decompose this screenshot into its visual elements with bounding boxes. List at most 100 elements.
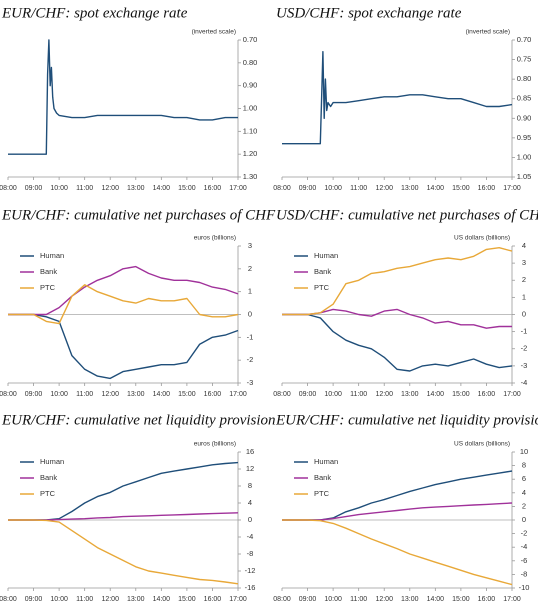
y-tick-label: 0.85: [517, 94, 532, 103]
x-tick-label: 12:00: [375, 596, 393, 603]
x-tick-label: 11:00: [76, 391, 93, 398]
x-tick-label: 10:00: [50, 596, 68, 603]
y-tick-label: 4: [522, 241, 526, 250]
x-tick-label: 16:00: [478, 185, 496, 192]
legend-label: Bank: [314, 267, 331, 276]
y-tick-label: 1.30: [243, 172, 258, 181]
x-tick-label: 17:00: [229, 391, 247, 398]
y-tick-label: 12: [246, 464, 254, 473]
y-tick-label: 0: [248, 515, 252, 524]
series-line: [8, 265, 239, 316]
x-tick-label: 16:00: [204, 391, 222, 398]
y-axis-label: euros (billions): [194, 441, 236, 448]
y-tick-label: 0: [522, 309, 526, 318]
legend-label: Human: [314, 457, 338, 466]
y-tick-label: 1.00: [243, 103, 258, 112]
x-tick-label: 11:00: [350, 391, 367, 398]
y-tick-label: -1: [521, 327, 528, 336]
x-tick-label: 13:00: [401, 185, 419, 192]
x-tick-label: 15:00: [178, 185, 196, 192]
y-tick-label: -4: [521, 378, 528, 387]
x-tick-label: 15:00: [178, 596, 196, 603]
y-tick-label: -1: [247, 332, 254, 341]
x-tick-label: 09:00: [299, 391, 317, 398]
x-tick-label: 10:00: [50, 185, 68, 192]
y-tick-label: 0.80: [243, 58, 258, 67]
legend-label: Bank: [314, 473, 331, 482]
x-tick-label: 10:00: [324, 596, 342, 603]
x-tick-label: 10:00: [50, 391, 68, 398]
y-tick-label: -6: [521, 556, 528, 565]
y-tick-label: -2: [521, 344, 528, 353]
y-tick-label: 4: [248, 498, 252, 507]
chart-title: EUR/CHF: cumulative net liquidity provis…: [275, 412, 538, 428]
x-tick-label: 14:00: [427, 391, 445, 398]
x-tick-label: 10:00: [324, 185, 342, 192]
x-tick-label: 08:00: [0, 391, 17, 398]
y-tick-label: -2: [521, 529, 528, 538]
y-tick-label: 16: [246, 447, 254, 456]
y-axis-label: US dollars (billions): [454, 441, 510, 448]
x-tick-label: 16:00: [204, 596, 222, 603]
series-line: [282, 308, 512, 329]
x-tick-label: 09:00: [299, 596, 317, 603]
y-tick-label: 8: [522, 461, 526, 470]
x-tick-label: 08:00: [0, 185, 17, 192]
y-tick-label: 3: [522, 258, 526, 267]
x-tick-label: 15:00: [178, 391, 196, 398]
series-line: [282, 246, 513, 316]
series-line: [8, 284, 239, 325]
y-tick-label: -3: [521, 361, 528, 370]
x-tick-label: 14:00: [153, 185, 171, 192]
x-tick-label: 09:00: [25, 185, 43, 192]
y-tick-label: 1.20: [243, 149, 258, 158]
x-tick-label: 12:00: [101, 391, 119, 398]
y-tick-label: 0.90: [517, 113, 532, 122]
legend-label: PTC: [314, 489, 330, 498]
series-line: [8, 519, 239, 585]
x-tick-label: 13:00: [401, 596, 419, 603]
x-tick-label: 13:00: [401, 391, 419, 398]
y-tick-label: 6: [522, 474, 526, 483]
x-tick-label: 09:00: [25, 391, 43, 398]
x-tick-label: 08:00: [273, 391, 291, 398]
y-axis-label: US dollars (billions): [454, 235, 510, 242]
x-tick-label: 16:00: [478, 391, 496, 398]
y-tick-label: 1: [248, 287, 252, 296]
y-tick-label: 0.90: [243, 81, 258, 90]
y-tick-label: 1.00: [517, 152, 532, 161]
y-tick-label: 1: [522, 292, 526, 301]
y-tick-label: 10: [520, 447, 528, 456]
x-tick-label: 08:00: [273, 185, 291, 192]
x-tick-label: 17:00: [229, 185, 247, 192]
chart-title: EUR/CHF: cumulative net liquidity provis…: [1, 412, 276, 428]
x-tick-label: 12:00: [101, 185, 119, 192]
x-tick-label: 15:00: [452, 391, 470, 398]
y-tick-label: 0.95: [517, 133, 532, 142]
x-tick-label: 11:00: [350, 185, 367, 192]
x-tick-label: 16:00: [478, 596, 496, 603]
x-tick-label: 13:00: [127, 185, 145, 192]
y-tick-label: 1.10: [243, 126, 258, 135]
x-tick-label: 11:00: [76, 596, 93, 603]
x-tick-label: 17:00: [503, 596, 521, 603]
x-tick-label: 16:00: [204, 185, 222, 192]
y-tick-label: -4: [521, 542, 528, 551]
legend-label: Human: [40, 251, 64, 260]
x-tick-label: 15:00: [452, 596, 470, 603]
y-tick-label: -16: [245, 583, 256, 592]
y-tick-label: 4: [522, 488, 526, 497]
x-tick-label: 09:00: [25, 596, 43, 603]
legend-label: PTC: [40, 489, 56, 498]
series-line: [282, 502, 513, 521]
y-tick-label: 0: [248, 309, 252, 318]
chart-title: USD/CHF: cumulative net purchases of CHF: [276, 207, 538, 223]
y-tick-label: -4: [247, 532, 254, 541]
x-tick-label: 14:00: [427, 185, 445, 192]
x-tick-label: 13:00: [127, 596, 145, 603]
x-tick-label: 12:00: [375, 185, 393, 192]
y-tick-label: -3: [247, 378, 254, 387]
chart-title: EUR/CHF: cumulative net purchases of CHF: [1, 207, 276, 223]
legend-label: Bank: [40, 267, 57, 276]
legend-label: Human: [40, 457, 64, 466]
